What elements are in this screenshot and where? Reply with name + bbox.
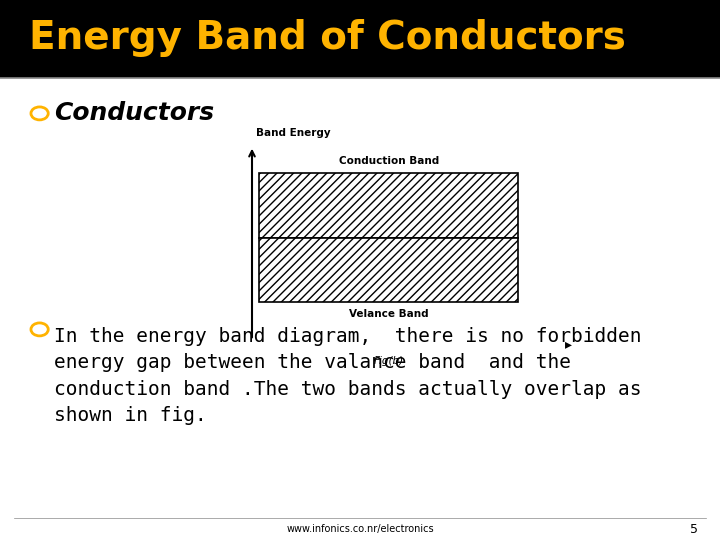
- Bar: [0, 78, 720, 540]
- Text: Fig(b): Fig(b): [374, 356, 404, 367]
- Bar: [0, 0, 720, 78]
- Text: Velance Band: Velance Band: [349, 309, 428, 319]
- Text: 5: 5: [690, 523, 698, 536]
- Text: Energy Band of Conductors: Energy Band of Conductors: [29, 19, 626, 57]
- Text: www.infonics.co.nr/electronics: www.infonics.co.nr/electronics: [286, 524, 434, 534]
- Bar: [259, 173, 518, 238]
- Text: Conduction Band: Conduction Band: [338, 156, 439, 166]
- Text: Band Energy: Band Energy: [256, 127, 330, 138]
- Text: ▸: ▸: [565, 338, 572, 352]
- Bar: [259, 238, 518, 302]
- Text: Conductors: Conductors: [54, 102, 214, 125]
- Text: In the energy band diagram,  there is no forbidden
energy gap between the valanc: In the energy band diagram, there is no …: [54, 327, 642, 425]
